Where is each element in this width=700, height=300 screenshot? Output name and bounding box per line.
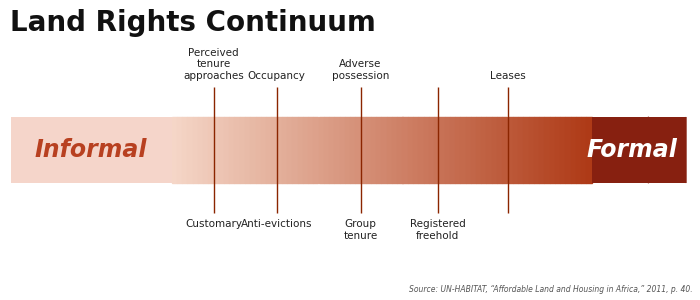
Text: Informal: Informal <box>35 138 147 162</box>
Bar <box>482 117 486 183</box>
Bar <box>271 117 277 183</box>
Bar <box>570 117 575 183</box>
Bar <box>524 117 528 183</box>
Bar <box>424 117 428 183</box>
Bar <box>197 117 203 183</box>
Bar <box>193 117 197 183</box>
Text: Anti-evictions: Anti-evictions <box>241 219 312 229</box>
Bar <box>550 117 554 183</box>
Bar <box>230 117 235 183</box>
Bar <box>470 117 476 183</box>
Bar <box>518 117 524 183</box>
Bar <box>172 117 176 183</box>
Bar <box>287 117 292 183</box>
Bar <box>428 117 434 183</box>
Bar <box>10 117 172 183</box>
Text: Source: UN-HABITAT, “Affordable Land and Housing in Africa,” 2011, p. 40.: Source: UN-HABITAT, “Affordable Land and… <box>410 285 693 294</box>
Bar <box>575 117 581 183</box>
Polygon shape <box>648 117 682 183</box>
Bar <box>360 117 365 183</box>
Bar <box>365 117 371 183</box>
Bar <box>491 117 497 183</box>
Bar <box>418 117 424 183</box>
Bar <box>224 117 230 183</box>
Text: Occupancy: Occupancy <box>248 71 305 81</box>
Bar <box>455 117 461 183</box>
Bar <box>302 117 308 183</box>
Bar <box>434 117 440 183</box>
Bar <box>392 117 397 183</box>
Bar <box>323 117 329 183</box>
Bar <box>440 117 444 183</box>
Polygon shape <box>682 117 686 183</box>
Bar <box>340 117 344 183</box>
Bar <box>449 117 455 183</box>
Bar <box>382 117 386 183</box>
Bar <box>444 117 449 183</box>
Bar <box>533 117 539 183</box>
Bar <box>350 117 356 183</box>
Bar <box>298 117 302 183</box>
Bar <box>587 117 592 183</box>
Bar <box>203 117 209 183</box>
Bar <box>407 117 413 183</box>
Bar <box>528 117 533 183</box>
Bar <box>566 117 570 183</box>
Bar <box>234 117 239 183</box>
Bar <box>318 117 324 183</box>
Bar <box>402 117 407 183</box>
Bar <box>293 117 297 183</box>
Bar <box>314 117 318 183</box>
Bar <box>413 117 418 183</box>
Bar <box>214 117 218 183</box>
Bar <box>497 117 503 183</box>
Text: Group
tenure: Group tenure <box>344 219 377 241</box>
Bar <box>266 117 271 183</box>
Bar <box>335 117 339 183</box>
Bar <box>486 117 491 183</box>
Bar <box>512 117 518 183</box>
Bar <box>251 117 256 183</box>
Bar <box>188 117 193 183</box>
Bar <box>476 117 482 183</box>
Bar <box>245 117 251 183</box>
Bar <box>256 117 260 183</box>
Bar <box>592 117 686 183</box>
Bar <box>377 117 382 183</box>
Bar <box>503 117 507 183</box>
Text: Perceived
tenure
approaches: Perceived tenure approaches <box>183 48 244 81</box>
Bar <box>554 117 560 183</box>
Text: Adverse
possession: Adverse possession <box>332 59 389 81</box>
Bar <box>344 117 350 183</box>
Bar <box>281 117 287 183</box>
Bar <box>539 117 545 183</box>
Bar <box>239 117 245 183</box>
Bar <box>560 117 566 183</box>
Text: Formal: Formal <box>587 138 677 162</box>
Text: Customary: Customary <box>185 219 242 229</box>
Bar <box>508 117 512 183</box>
Bar <box>466 117 470 183</box>
Bar <box>329 117 335 183</box>
Text: Registered
freehold: Registered freehold <box>410 219 466 241</box>
Bar <box>182 117 188 183</box>
Bar <box>371 117 376 183</box>
Bar <box>386 117 392 183</box>
Bar <box>397 117 402 183</box>
Text: Leases: Leases <box>489 71 526 81</box>
Bar <box>276 117 281 183</box>
Text: Land Rights Continuum: Land Rights Continuum <box>10 9 377 37</box>
Bar <box>308 117 314 183</box>
Bar <box>260 117 266 183</box>
Bar <box>581 117 587 183</box>
Bar <box>176 117 182 183</box>
Bar <box>461 117 466 183</box>
Bar <box>356 117 360 183</box>
Bar <box>545 117 550 183</box>
Bar <box>218 117 224 183</box>
Bar <box>209 117 214 183</box>
